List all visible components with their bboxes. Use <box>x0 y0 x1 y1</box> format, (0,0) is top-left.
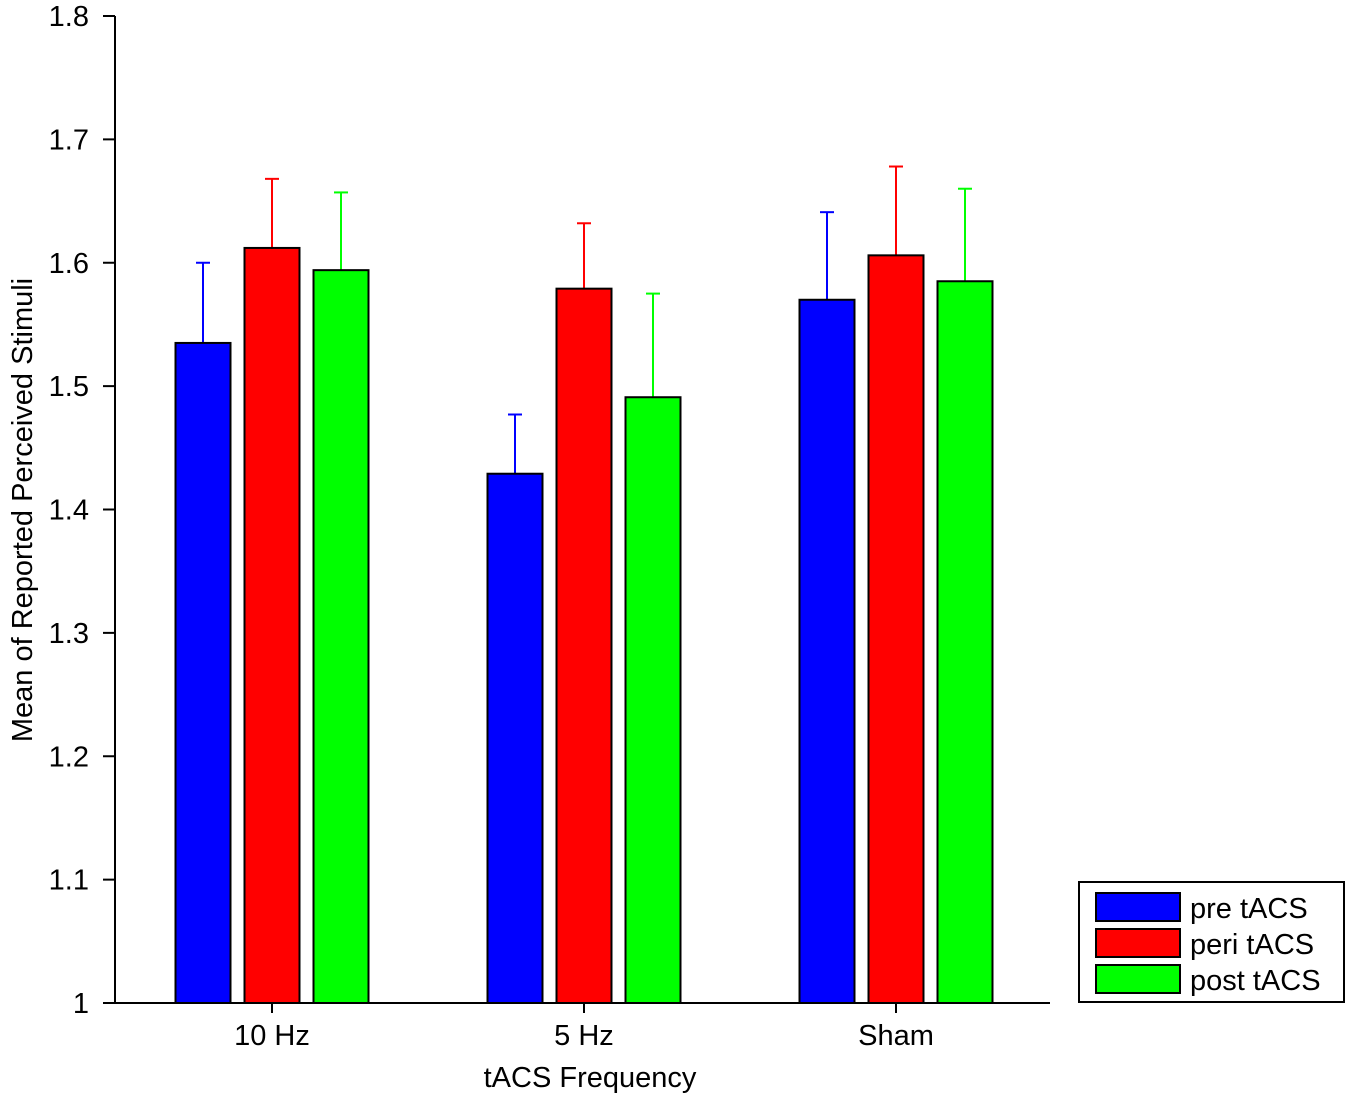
x-tick-label: Sham <box>858 1020 934 1052</box>
bar <box>555 287 613 1004</box>
bar-group-item <box>486 413 544 1004</box>
bar <box>486 472 544 1004</box>
legend-label: pre tACS <box>1190 893 1308 925</box>
bar-group-item <box>798 211 856 1004</box>
y-tick-label: 1.3 <box>49 618 89 650</box>
bar <box>624 396 682 1004</box>
bar <box>174 341 232 1005</box>
y-tick-label: 1.4 <box>49 495 89 527</box>
y-tick-label: 1.7 <box>49 124 89 156</box>
legend-swatch <box>1095 964 1181 994</box>
x-tick-label: 5 Hz <box>554 1020 614 1052</box>
bar <box>312 269 370 1004</box>
x-axis-title: tACS Frequency <box>484 1062 697 1094</box>
bar <box>867 254 925 1005</box>
y-tick-label: 1.6 <box>49 248 89 280</box>
legend-items: pre tACS peri tACS post tACS <box>1095 892 1321 997</box>
legend-label: post tACS <box>1190 965 1321 997</box>
bar-group-item <box>624 292 682 1004</box>
bar-group-item <box>936 187 994 1005</box>
bar-group-item <box>867 165 925 1005</box>
bar-group-item <box>174 261 232 1005</box>
bar <box>936 280 994 1005</box>
y-axis-title: Mean of Reported Perceived Stimuli <box>7 278 39 742</box>
y-tick-label: 1.8 <box>49 1 89 33</box>
legend-swatch <box>1095 928 1181 958</box>
bar <box>798 298 856 1004</box>
bar <box>243 246 301 1004</box>
bar-group-item <box>243 177 301 1004</box>
y-axis-ticks: 1 1.1 1.2 1.3 1.4 1.5 1.6 1.7 1.8 <box>49 1 115 1020</box>
bar-group-item <box>312 191 370 1004</box>
bar-group-item <box>555 222 613 1004</box>
y-tick-label: 1.5 <box>49 371 89 403</box>
y-tick-label: 1.1 <box>49 865 89 897</box>
bars <box>174 165 994 1005</box>
legend-swatch <box>1095 892 1181 922</box>
legend-label: peri tACS <box>1190 929 1314 961</box>
legend: pre tACS peri tACS post tACS <box>1078 881 1345 1003</box>
x-tick-label: 10 Hz <box>234 1020 310 1052</box>
x-axis-ticks: 10 Hz 5 Hz Sham <box>234 1003 934 1052</box>
y-tick-label: 1.2 <box>49 741 89 773</box>
y-tick-label: 1 <box>73 988 89 1020</box>
axes <box>114 16 1050 1004</box>
